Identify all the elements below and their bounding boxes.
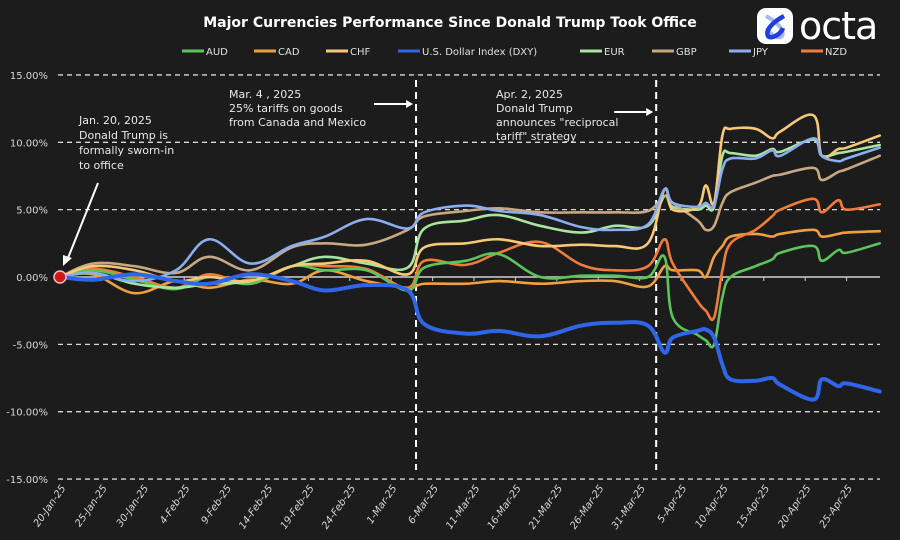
x-tick-label: 4-Feb-25: [158, 483, 193, 526]
y-tick-label: -15.00%: [6, 475, 48, 486]
octa-logo-text: octa: [799, 4, 878, 48]
series-lines: [58, 113, 882, 402]
y-tick-label: 10.00%: [10, 138, 48, 149]
arrow-icon: [67, 182, 99, 259]
x-tick-label: 5-Apr-25: [656, 483, 690, 525]
x-tick-label: 15-Apr-25: [735, 483, 772, 530]
series-line-jpy: [58, 136, 882, 283]
grid: 15.00% 10.00% 5.00% 0.00% -5.00% -10.00% -15.0…: [6, 71, 880, 486]
x-tick-label: 24-Feb-25: [320, 483, 358, 531]
x-tick-label: 20-Apr-25: [776, 483, 813, 530]
legend-label: JPY: [752, 47, 769, 58]
x-tick-label: 25-Apr-25: [818, 483, 855, 530]
x-tick-label: 9-Feb-25: [199, 483, 234, 526]
legend-label: NZD: [825, 47, 847, 58]
event-annotation-text: tariff" strategy: [496, 130, 577, 143]
y-tick-label: -10.00%: [6, 408, 48, 419]
x-tick-label: 31-Mar-25: [610, 483, 648, 531]
x-tick-label: 14-Feb-25: [237, 483, 275, 531]
octa-logo: octa: [757, 4, 878, 48]
legend-label: EUR: [604, 47, 625, 58]
start-marker: [53, 270, 67, 284]
event-annotation-text: 25% tariffs on goods: [229, 102, 343, 115]
legend: AUD CAD CHF U.S. Dollar Index (DXY) EUR GBP JP…: [182, 47, 847, 58]
x-tick-label: 20-Jan-25: [32, 483, 69, 529]
y-tick-label: 0.00%: [16, 273, 48, 284]
octa-logo-icon: [757, 8, 793, 44]
start-annotation-text: to office: [79, 159, 124, 172]
series-line-u-s-dollar-index-dxy: [58, 272, 882, 402]
chart-title: Major Currencies Performance Since Donal…: [203, 15, 696, 31]
x-tick-label: 16-Mar-25: [486, 483, 524, 531]
legend-label: AUD: [206, 47, 228, 58]
x-tick-label: 25-Jan-25: [73, 483, 110, 529]
x-tick-label: 19-Feb-25: [279, 483, 317, 531]
legend-label: GBP: [676, 47, 697, 58]
x-tick-label: 21-Mar-25: [527, 483, 565, 531]
legend-label: CAD: [278, 47, 300, 58]
y-tick-label: -5.00%: [13, 340, 48, 351]
series-line-aud: [58, 242, 882, 349]
y-tick-label: 5.00%: [16, 206, 48, 217]
x-tick-label: 30-Jan-25: [115, 483, 152, 529]
arrowhead-icon: [63, 255, 72, 266]
start-annotation-text: formally sworn-in: [79, 144, 174, 157]
x-tick-label: 10-Apr-25: [693, 483, 730, 530]
event-annotation-text: Apr. 2, 2025: [496, 88, 563, 101]
legend-label: U.S. Dollar Index (DXY): [422, 47, 537, 58]
arrowhead-icon: [646, 108, 654, 116]
event-annotation-text: Mar. 4 , 2025: [229, 88, 301, 101]
x-tick-label: 1-Mar-25: [365, 483, 400, 526]
x-tick-label: 11-Mar-25: [444, 483, 482, 531]
event-annotation-text: from Canada and Mexico: [229, 116, 366, 129]
start-annotation-text: Donald Trump is: [79, 129, 168, 142]
x-tick-label: 6-Mar-25: [406, 483, 441, 526]
legend-label: CHF: [350, 47, 371, 58]
series-line-gbp: [58, 154, 882, 279]
arrowhead-icon: [406, 100, 414, 108]
y-tick-label: 15.00%: [10, 71, 48, 82]
event-annotation-text: announces "reciprocal: [496, 116, 618, 129]
series-line-chf: [58, 113, 882, 283]
start-annotation-text: Jan. 20, 2025: [78, 114, 152, 127]
event-annotation-text: Donald Trump: [496, 102, 573, 115]
x-tick-label: 26-Mar-25: [568, 483, 606, 531]
x-axis: 20-Jan-25 25-Jan-25 30-Jan-25 4-Feb-25 9-Feb…: [32, 277, 855, 531]
